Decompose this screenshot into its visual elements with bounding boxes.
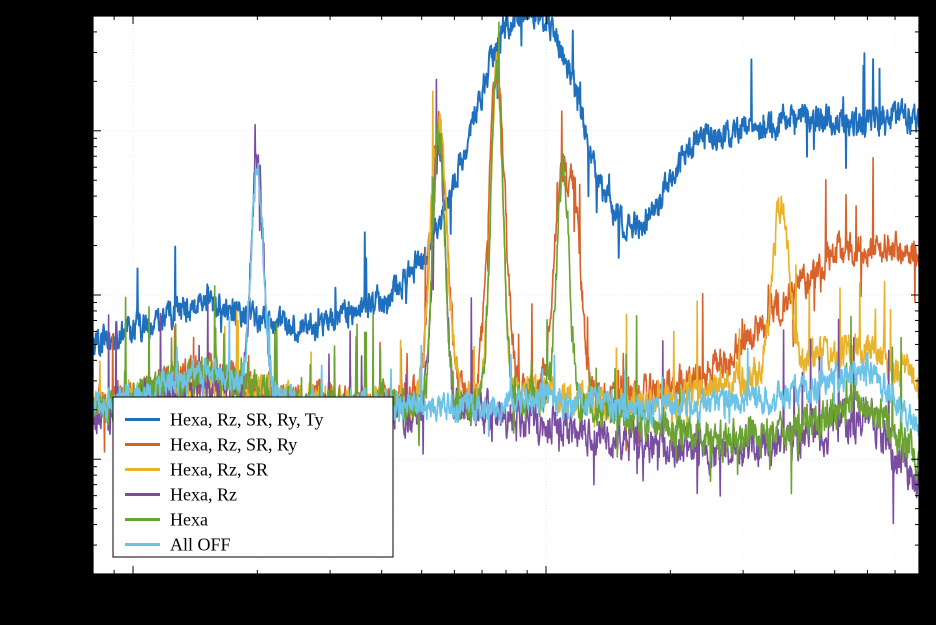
legend: Hexa, Rz, SR, Ry, Ty Hexa, Rz, SR, Ry Hexa… xyxy=(113,397,393,557)
legend-label: Hexa, Rz, SR, Ry xyxy=(170,435,297,455)
legend-label: Hexa, Rz, SR, Ry, Ty xyxy=(170,410,324,430)
legend-label: Hexa, Rz, SR xyxy=(170,460,268,480)
legend-label: All OFF xyxy=(170,535,231,555)
legend-label: Hexa, Rz xyxy=(170,485,237,505)
legend-label: Hexa xyxy=(170,510,208,530)
psd-line-chart: Hexa, Rz, SR, Ry, Ty Hexa, Rz, SR, Ry Hexa… xyxy=(0,0,936,625)
